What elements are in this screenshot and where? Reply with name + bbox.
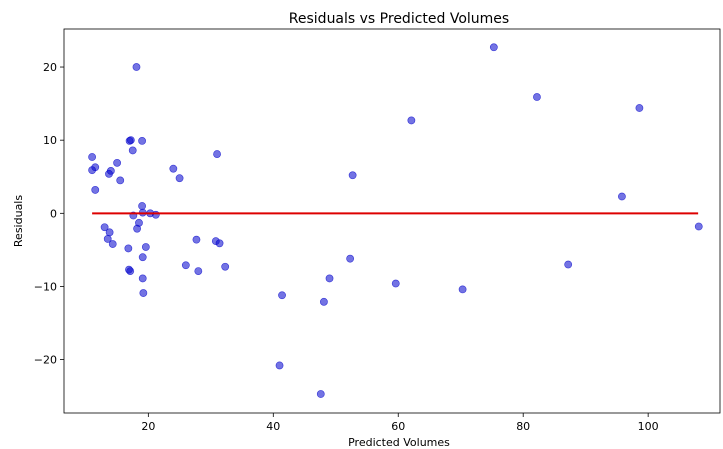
data-point <box>151 210 160 219</box>
data-point <box>135 218 143 227</box>
data-point <box>618 192 626 201</box>
y-axis-label: Residuals <box>12 195 25 247</box>
data-point <box>533 93 541 101</box>
data-point <box>391 279 400 288</box>
data-point <box>407 116 416 125</box>
data-point <box>116 176 125 185</box>
data-point <box>181 261 190 270</box>
data-point <box>192 235 201 244</box>
data-point <box>106 166 115 175</box>
data-point <box>215 239 224 248</box>
data-point <box>221 262 230 271</box>
data-point <box>325 274 334 283</box>
data-point <box>141 243 150 251</box>
data-point <box>88 153 97 161</box>
data-point <box>169 164 178 173</box>
data-point <box>138 202 146 210</box>
plot-frame <box>63 28 721 414</box>
x-tick-label: 20 <box>141 420 155 433</box>
data-point <box>100 223 109 232</box>
y-tick-label: −10 <box>34 280 57 293</box>
data-point <box>138 253 147 262</box>
data-point <box>635 104 644 112</box>
data-point <box>113 158 122 167</box>
data-point <box>564 260 573 269</box>
y-tick-label: 0 <box>50 207 57 220</box>
data-point <box>138 274 147 283</box>
data-point <box>126 136 135 145</box>
data-point <box>213 150 221 158</box>
data-point <box>91 186 100 194</box>
x-tick-label: 100 <box>638 420 659 433</box>
x-tick-label: 40 <box>266 420 280 433</box>
chart-title: Residuals vs Predicted Volumes <box>289 11 509 27</box>
data-point <box>346 254 355 263</box>
data-point <box>458 285 467 294</box>
x-axis-label: Predicted Volumes <box>348 436 450 449</box>
data-point <box>108 240 117 248</box>
y-tick-label: −20 <box>34 354 57 367</box>
data-point <box>105 228 114 237</box>
x-tick-label: 80 <box>516 420 530 433</box>
data-point <box>126 267 135 276</box>
y-tick-label: 20 <box>43 61 57 74</box>
data-point <box>139 289 148 297</box>
data-point <box>320 297 328 306</box>
data-point <box>124 244 133 253</box>
data-point <box>694 222 703 231</box>
data-point <box>128 146 137 155</box>
data-point <box>138 137 146 145</box>
data-point <box>489 43 498 52</box>
data-point <box>278 291 286 300</box>
data-point <box>175 174 184 183</box>
data-point <box>91 163 100 172</box>
y-tick-label: 10 <box>43 134 57 147</box>
data-point <box>316 390 325 398</box>
x-tick-label: 60 <box>391 420 405 433</box>
data-point <box>348 171 357 180</box>
data-point <box>194 267 203 276</box>
data-point <box>132 63 141 71</box>
data-point <box>275 361 284 370</box>
